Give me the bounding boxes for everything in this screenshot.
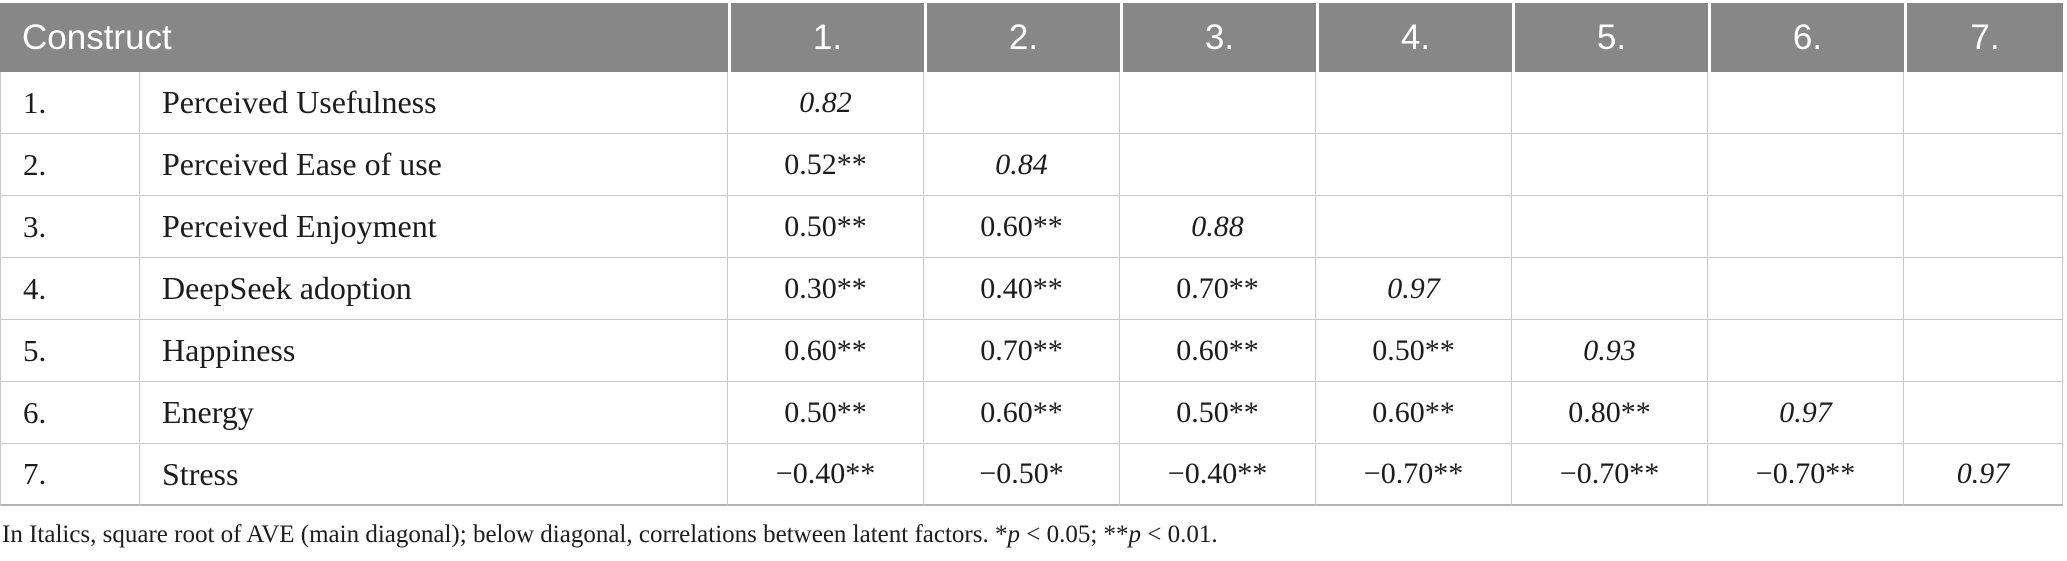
correlation-cell [1904, 320, 2063, 382]
correlation-cell: 0.50** [728, 196, 924, 258]
correlation-cell: 0.50** [1120, 382, 1316, 444]
correlation-cell: 0.60** [1316, 382, 1512, 444]
correlation-cell [1316, 134, 1512, 196]
correlation-cell: 0.60** [924, 196, 1120, 258]
correlation-cell: 0.60** [924, 382, 1120, 444]
footnote-italic-p: p [1007, 521, 1020, 548]
correlation-cell [1512, 196, 1708, 258]
correlation-table: Construct 1. 2. 3. 4. 5. 6. 7. 1. Percei… [0, 3, 2063, 506]
ave-diagonal-cell: 0.97 [1316, 258, 1512, 320]
correlation-cell [1708, 72, 1904, 134]
table-row: 2. Perceived Ease of use 0.52** 0.84 [0, 134, 2063, 196]
correlation-cell: 0.60** [1120, 320, 1316, 382]
correlation-cell: −0.70** [1708, 444, 1904, 506]
construct-number: 4. [0, 258, 140, 320]
construct-number: 5. [0, 320, 140, 382]
construct-number: 1. [0, 72, 140, 134]
correlation-cell: 0.50** [1316, 320, 1512, 382]
construct-name: Perceived Usefulness [140, 72, 728, 134]
ave-diagonal-cell: 0.82 [728, 72, 924, 134]
correlation-cell [1904, 258, 2063, 320]
table-header: Construct 1. 2. 3. 4. 5. 6. 7. [0, 3, 2063, 72]
construct-number: 6. [0, 382, 140, 444]
correlation-cell [1512, 134, 1708, 196]
correlation-cell [1120, 134, 1316, 196]
correlation-cell: −0.50* [924, 444, 1120, 506]
table-row: 3. Perceived Enjoyment 0.50** 0.60** 0.8… [0, 196, 2063, 258]
ave-diagonal-cell: 0.97 [1904, 444, 2063, 506]
correlation-cell: −0.70** [1316, 444, 1512, 506]
table-row: 1. Perceived Usefulness 0.82 [0, 72, 2063, 134]
correlation-cell [1316, 196, 1512, 258]
table-row: 7. Stress −0.40** −0.50* −0.40** −0.70**… [0, 444, 2063, 506]
table-row: 5. Happiness 0.60** 0.70** 0.60** 0.50**… [0, 320, 2063, 382]
correlation-cell [1708, 196, 1904, 258]
construct-number: 2. [0, 134, 140, 196]
correlation-cell [924, 72, 1120, 134]
header-row: Construct 1. 2. 3. 4. 5. 6. 7. [0, 3, 2063, 72]
correlation-cell [1120, 72, 1316, 134]
header-col-3: 3. [1120, 3, 1316, 72]
footnote-italic-p: p [1128, 521, 1142, 548]
header-col-7: 7. [1904, 3, 2063, 72]
correlation-cell [1708, 134, 1904, 196]
correlation-cell [1708, 258, 1904, 320]
correlation-cell: 0.50** [728, 382, 924, 444]
header-col-1: 1. [728, 3, 924, 72]
correlation-cell [1512, 258, 1708, 320]
header-construct: Construct [0, 3, 728, 72]
ave-diagonal-cell: 0.93 [1512, 320, 1708, 382]
ave-diagonal-cell: 0.97 [1708, 382, 1904, 444]
construct-number: 7. [0, 444, 140, 506]
footnote-segment: < 0.05; ** [1019, 521, 1129, 548]
correlation-cell: 0.60** [728, 320, 924, 382]
header-col-2: 2. [924, 3, 1120, 72]
construct-name: Perceived Ease of use [140, 134, 728, 196]
correlation-cell: −0.40** [728, 444, 924, 506]
correlation-cell [1316, 72, 1512, 134]
correlation-cell: −0.70** [1512, 444, 1708, 506]
header-col-4: 4. [1316, 3, 1512, 72]
footnote-segment: In Italics, square root of AVE (main dia… [2, 521, 1008, 548]
footnote-segment: < 0.01. [1141, 521, 1218, 548]
construct-name: Stress [140, 444, 728, 506]
construct-name: Happiness [140, 320, 728, 382]
correlation-cell [1904, 196, 2063, 258]
table-footnote: In Italics, square root of AVE (main dia… [2, 520, 2067, 550]
correlation-cell [1904, 72, 2063, 134]
header-col-5: 5. [1512, 3, 1708, 72]
construct-number: 3. [0, 196, 140, 258]
construct-name: Perceived Enjoyment [140, 196, 728, 258]
construct-name: Energy [140, 382, 728, 444]
correlation-cell [1708, 320, 1904, 382]
table-body: 1. Perceived Usefulness 0.82 2. Perceive… [0, 72, 2063, 506]
ave-diagonal-cell: 0.84 [924, 134, 1120, 196]
ave-diagonal-cell: 0.88 [1120, 196, 1316, 258]
table-row: 6. Energy 0.50** 0.60** 0.50** 0.60** 0.… [0, 382, 2063, 444]
correlation-cell [1904, 134, 2063, 196]
correlation-cell: −0.40** [1120, 444, 1316, 506]
correlation-cell [1512, 72, 1708, 134]
correlation-cell: 0.80** [1512, 382, 1708, 444]
table-row: 4. DeepSeek adoption 0.30** 0.40** 0.70*… [0, 258, 2063, 320]
correlation-cell: 0.52** [728, 134, 924, 196]
correlation-cell [1904, 382, 2063, 444]
correlation-cell: 0.40** [924, 258, 1120, 320]
correlation-cell: 0.30** [728, 258, 924, 320]
construct-name: DeepSeek adoption [140, 258, 728, 320]
correlation-cell: 0.70** [1120, 258, 1316, 320]
header-col-6: 6. [1708, 3, 1904, 72]
correlation-cell: 0.70** [924, 320, 1120, 382]
